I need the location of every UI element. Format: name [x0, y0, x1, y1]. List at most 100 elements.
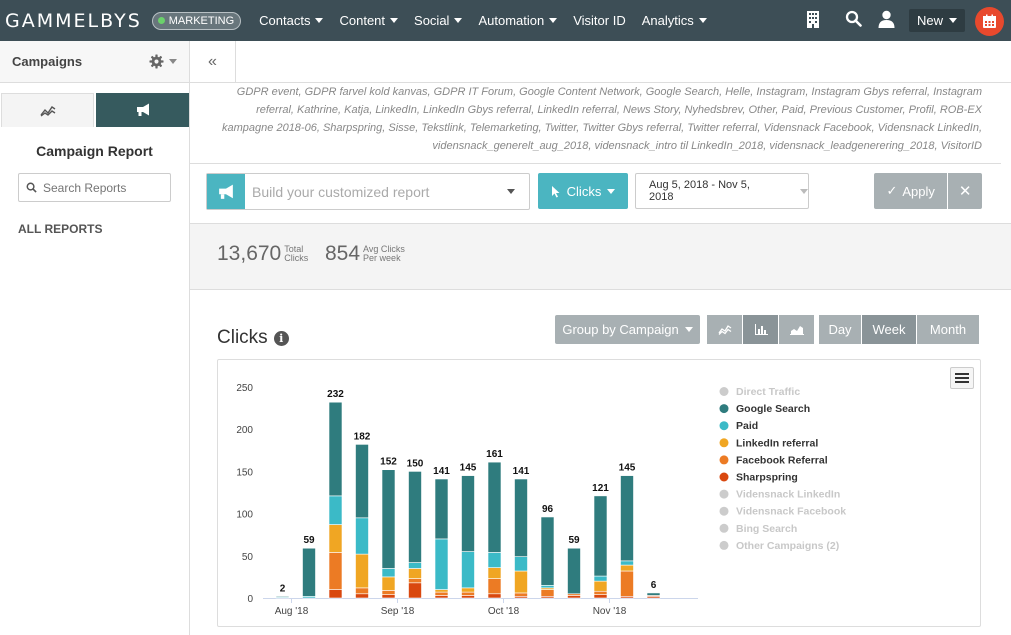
bar-chart-icon	[754, 324, 768, 335]
stat-label-line2: Per week	[363, 253, 401, 263]
stat-value: 13,670	[217, 242, 282, 265]
search-icon[interactable]	[845, 10, 862, 32]
selected-campaigns-list: GDPR event, GDPR farvel kold kanvas, GDP…	[222, 86, 982, 152]
bar-segment	[620, 570, 634, 597]
legend-swatch	[719, 472, 729, 482]
group-by-dropdown[interactable]: Group by Campaign	[555, 315, 700, 344]
chevron-down-icon	[390, 18, 399, 23]
nav-item-content[interactable]: Content	[339, 13, 399, 28]
legend-swatch	[719, 523, 729, 533]
bar-segment	[434, 591, 449, 596]
legend-swatch	[719, 540, 729, 550]
area-chart-button[interactable]	[779, 315, 814, 344]
period-week-button[interactable]: Week	[862, 315, 916, 344]
bar-segment	[381, 568, 396, 578]
nav-item-label: Social	[414, 13, 450, 28]
period-toggle: Day Week Month	[819, 315, 980, 344]
apply-group: ✓ Apply ✕	[874, 173, 982, 209]
stat-label-line1: Avg Clicks	[363, 244, 405, 254]
sidebar-tabs	[0, 93, 189, 129]
nav-item-visitor-id[interactable]: Visitor ID	[573, 13, 626, 28]
bar-total-label: 145	[619, 463, 636, 474]
period-month-button[interactable]: Month	[917, 315, 979, 344]
apply-button[interactable]: ✓ Apply	[874, 173, 948, 209]
period-day-button[interactable]: Day	[819, 315, 861, 344]
chevron-down-icon	[607, 188, 616, 194]
chart-menu-button[interactable]	[950, 367, 974, 389]
chart-type-toggle	[707, 315, 815, 344]
main-nav: Contacts Content Social Automation Visitor I…	[251, 13, 715, 28]
bar-segment	[620, 475, 634, 562]
bar-segment	[540, 585, 555, 589]
line-chart-button[interactable]	[707, 315, 742, 344]
chevron-down-icon	[698, 18, 707, 23]
bar-total-label: 182	[354, 431, 371, 442]
y-tick-label: 200	[236, 425, 253, 436]
nav-item-analytics[interactable]: Analytics	[642, 13, 707, 28]
nav-item-social[interactable]: Social	[414, 13, 463, 28]
bar-segment	[328, 495, 343, 525]
x-tick-label: Nov '18	[593, 606, 627, 617]
bar-segment	[381, 576, 396, 591]
bar-segment	[275, 596, 290, 598]
nav-item-label: Automation	[478, 13, 545, 28]
legend-swatch	[719, 404, 729, 414]
bar-total-label: 2	[280, 583, 286, 594]
tab-reports[interactable]	[1, 93, 94, 127]
clear-button[interactable]: ✕	[948, 173, 982, 209]
info-icon[interactable]: i	[273, 330, 289, 346]
calendar-button[interactable]	[975, 7, 1004, 36]
bar-segment	[593, 594, 608, 599]
date-range-picker[interactable]: Aug 5, 2018 - Nov 5, 2018	[635, 173, 809, 209]
chevron-down-icon	[949, 18, 957, 23]
tab-campaigns[interactable]	[96, 93, 189, 127]
building-icon[interactable]	[806, 10, 820, 34]
build-report-select[interactable]: Build your customized report	[206, 173, 530, 210]
bar-segment	[620, 560, 634, 566]
legend-swatch	[719, 421, 729, 431]
brand-logo[interactable]: GAMMELBYS	[5, 9, 142, 32]
bar-segment	[593, 590, 608, 595]
marketing-badge[interactable]: MARKETING	[151, 11, 242, 30]
marketing-badge-label: MARKETING	[168, 14, 235, 27]
bar-total-label: 150	[407, 458, 424, 469]
bar-total-label: 145	[460, 463, 477, 474]
search-reports-input[interactable]	[43, 180, 163, 195]
new-button-label: New	[916, 13, 943, 28]
x-tick-label: Aug '18	[275, 606, 309, 617]
close-icon: ✕	[958, 183, 972, 200]
bar-chart-button[interactable]	[743, 315, 778, 344]
bar-segment	[408, 578, 422, 584]
apply-label: Apply	[902, 183, 935, 199]
new-button[interactable]: New	[909, 9, 965, 32]
collapse-sidebar-button[interactable]: «	[190, 41, 236, 83]
all-reports-link[interactable]: ALL REPORTS	[18, 222, 103, 236]
settings-dropdown[interactable]	[149, 54, 177, 69]
bar-segment	[381, 469, 396, 569]
avg-clicks-stat: 854 Avg Clicks Per week	[325, 242, 405, 266]
bar-segment	[328, 589, 343, 599]
metric-dropdown[interactable]: Clicks	[538, 173, 628, 209]
bar-segment	[302, 547, 316, 597]
bar-total-label: 232	[327, 389, 344, 400]
total-clicks-stat: 13,670 Total Clicks	[217, 242, 308, 266]
nav-item-contacts[interactable]: Contacts	[259, 13, 324, 28]
chevron-down-icon	[507, 189, 515, 194]
check-icon: ✓	[886, 183, 898, 198]
chevron-down-icon	[454, 18, 463, 23]
nav-item-automation[interactable]: Automation	[478, 13, 558, 28]
stats-band: 13,670 Total Clicks 854 Avg Clicks Per wee…	[190, 223, 1011, 290]
user-icon[interactable]	[878, 10, 895, 33]
bar-segment	[355, 517, 369, 555]
legend-swatch	[719, 455, 729, 465]
megaphone-icon	[136, 103, 149, 116]
bar-segment	[514, 570, 528, 594]
bar-total-label: 141	[513, 466, 530, 477]
hamburger-icon	[955, 381, 969, 383]
bar-segment	[567, 595, 581, 599]
legend-swatch	[719, 489, 729, 499]
bar-segment	[408, 582, 422, 599]
chart-title: Clicks	[217, 327, 268, 348]
legend-item: Facebook Referral	[736, 454, 828, 466]
bar-total-label: 59	[303, 535, 315, 546]
